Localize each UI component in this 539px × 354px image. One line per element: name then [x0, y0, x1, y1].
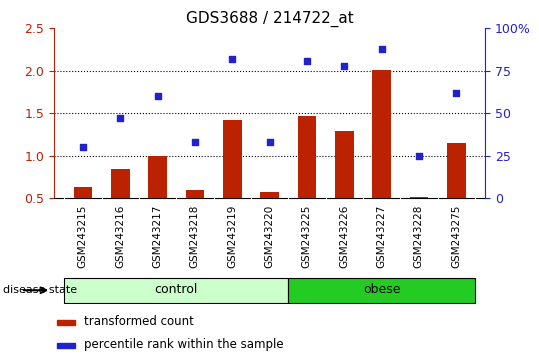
Text: transformed count: transformed count: [84, 315, 194, 328]
Point: [265, 139, 274, 145]
Bar: [57, 343, 75, 348]
Text: obese: obese: [363, 283, 400, 296]
Text: control: control: [155, 283, 198, 296]
Point: [228, 56, 237, 62]
Point: [302, 58, 311, 63]
Bar: [185, 190, 204, 198]
Bar: [223, 120, 241, 198]
Point: [190, 139, 199, 145]
Point: [116, 115, 125, 121]
Bar: [111, 169, 129, 198]
Text: percentile rank within the sample: percentile rank within the sample: [84, 338, 284, 350]
Point: [377, 46, 386, 52]
Point: [340, 63, 349, 69]
Point: [79, 144, 87, 150]
Bar: [148, 156, 167, 198]
Text: GSM243227: GSM243227: [377, 205, 386, 268]
Text: GSM243218: GSM243218: [190, 205, 200, 268]
Bar: [335, 131, 354, 198]
Text: GSM243215: GSM243215: [78, 205, 88, 268]
Bar: [64, 278, 288, 303]
Bar: [447, 143, 466, 198]
Point: [452, 90, 460, 96]
Text: disease state: disease state: [3, 285, 77, 295]
Text: GSM243275: GSM243275: [451, 205, 461, 268]
Text: GSM243217: GSM243217: [153, 205, 162, 268]
Title: GDS3688 / 214722_at: GDS3688 / 214722_at: [185, 11, 354, 27]
Bar: [288, 278, 475, 303]
Bar: [372, 70, 391, 198]
Bar: [298, 116, 316, 198]
Text: GSM243226: GSM243226: [339, 205, 349, 268]
Text: GSM243228: GSM243228: [414, 205, 424, 268]
Point: [153, 93, 162, 99]
Bar: [73, 187, 92, 198]
Point: [414, 153, 423, 159]
Text: GSM243225: GSM243225: [302, 205, 312, 268]
Text: GSM243216: GSM243216: [115, 205, 125, 268]
Bar: [57, 320, 75, 325]
Text: GSM243219: GSM243219: [227, 205, 237, 268]
Bar: [410, 196, 428, 198]
Bar: [260, 192, 279, 198]
Text: GSM243220: GSM243220: [265, 205, 274, 268]
